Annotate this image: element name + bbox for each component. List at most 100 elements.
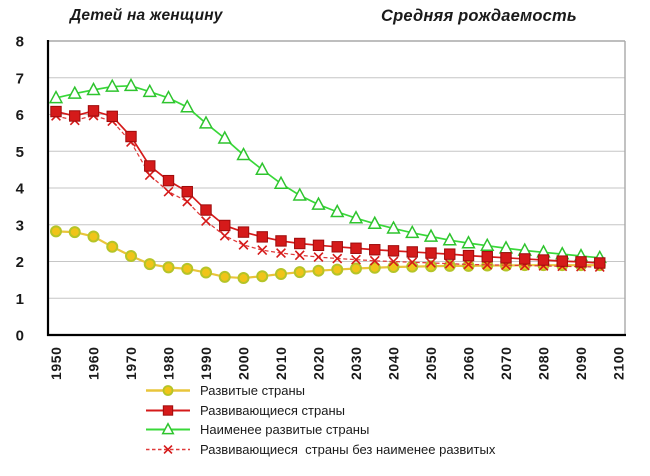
triangle-marker [161,422,175,435]
triangle-marker [142,83,157,98]
square-marker [537,254,550,266]
x-tick-label: 2020 [311,346,327,380]
circle-marker [462,259,475,272]
x-marker [369,255,380,266]
x-tick-label: 2060 [461,346,477,380]
circle-marker [387,261,400,274]
triangle-marker [255,161,270,175]
triangle-marker [273,175,289,189]
square-marker [556,255,568,267]
square-marker [125,130,137,143]
square-marker [387,245,400,257]
circle-marker [350,262,362,275]
triangle-marker [292,187,307,201]
square-marker [594,257,606,269]
square-marker [162,174,175,187]
x-marker [426,258,436,268]
circle-marker [256,270,269,283]
square-marker [444,248,456,260]
x-marker [163,186,174,197]
legend-marker-sample [146,422,190,435]
y-tick-label: 7 [16,70,24,87]
square-marker [144,160,156,172]
triangle-marker [423,228,439,242]
triangle-marker [161,89,176,104]
x-tick-label: 1960 [86,346,102,380]
legend-marker-sample [146,404,190,416]
circle-marker [425,260,437,273]
circle-marker [143,258,156,271]
x-tick-label: 2050 [423,346,439,380]
y-tick-label: 6 [16,107,24,124]
legend-marker-sample [146,385,190,396]
x-marker [294,250,305,261]
square-marker [481,251,493,263]
triangle-marker [386,220,401,234]
x-tick-label: 1950 [48,346,64,380]
triangle-marker [311,196,326,210]
square-marker [275,235,287,247]
y-axis-unit-label: Детей на женщину [70,7,223,24]
circle-marker [50,225,62,238]
circle-marker [237,272,250,285]
circle-marker [87,230,100,243]
square-marker [294,237,306,250]
series-line [55,114,600,268]
x-tick-label: 2010 [273,346,289,380]
x-tick-labels: 1950 1960 1970 1980 1990 2000 2010 2020 2030 2040… [48,346,627,380]
square-marker [200,204,212,216]
circle-marker [312,264,325,277]
x-marker [444,258,455,269]
x-marker [388,256,399,267]
x-tick-label: 1970 [123,346,139,380]
triangle-marker [217,130,232,144]
x-marker [201,216,211,227]
y-tick-label: 5 [16,144,24,161]
x-tick-label: 2070 [498,346,514,380]
triangle-marker [461,235,476,249]
square-marker [50,105,62,118]
triangle-marker [123,77,139,92]
triangle-marker [367,215,382,229]
square-marker [162,404,174,416]
legend-item-developing: Развивающиеся страны [145,403,495,418]
square-marker [331,241,343,253]
square-marker [312,239,325,252]
series-least-developed [48,77,607,264]
x-marker [463,259,474,270]
plot-frame [46,40,626,337]
chart-title: Средняя рождаемость [381,7,577,25]
circle-marker [125,249,137,262]
y-tick-label: 2 [16,254,24,271]
x-marker [219,230,230,241]
series-developing-excl-least [51,110,605,272]
series-line [55,109,600,264]
triangle-marker [86,81,101,96]
x-tick-label: 2040 [386,346,402,380]
triangle-marker [330,203,345,218]
square-marker [256,231,268,243]
triangle-marker [480,237,495,252]
series-developed [50,225,606,285]
triangle-marker [48,89,64,104]
square-marker [69,110,81,122]
x-tick-label: 2000 [236,346,252,380]
square-marker [106,110,118,123]
x-marker [163,444,173,454]
triangle-marker [180,99,195,113]
square-marker [425,247,437,259]
x-marker [276,248,286,259]
x-marker [144,170,155,181]
y-tick-label: 4 [16,181,25,198]
triangle-marker [236,146,251,161]
x-tick-label: 2080 [536,346,552,380]
legend-item-developing-excl-least: Развивающиеся страны без наименее развит… [145,442,495,457]
circle-marker [68,226,81,239]
circle-marker [275,267,287,280]
square-marker [519,253,531,265]
y-tick-label: 0 [16,328,24,345]
y-tick-label: 3 [16,217,24,234]
square-marker [575,256,587,268]
